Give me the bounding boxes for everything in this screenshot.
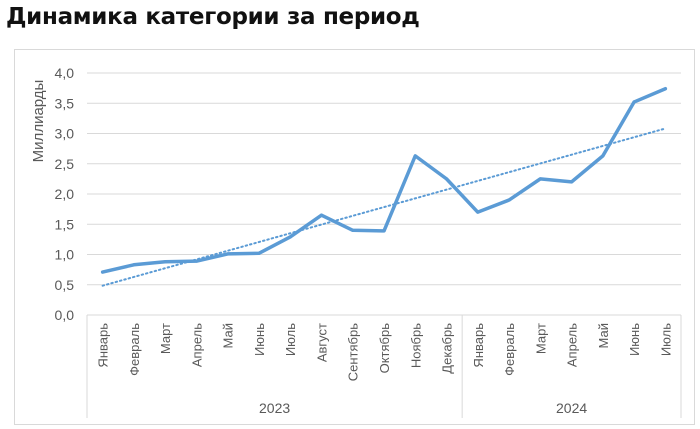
data-point xyxy=(632,100,636,104)
series-line xyxy=(100,86,668,274)
x-tick-label: Март xyxy=(158,323,173,354)
data-point xyxy=(507,198,511,202)
y-tick-label: 0,0 xyxy=(55,307,75,323)
data-point xyxy=(351,228,355,232)
data-point xyxy=(101,270,105,274)
y-tick-label: 4,0 xyxy=(55,65,75,81)
x-tick-label: Апрель xyxy=(565,323,580,367)
data-point xyxy=(663,87,667,91)
data-point xyxy=(288,235,292,239)
data-point xyxy=(226,252,230,256)
data-point xyxy=(257,251,261,255)
data-point xyxy=(382,229,386,233)
x-tick-label: Февраль xyxy=(127,323,142,376)
data-point xyxy=(538,177,542,181)
data-point xyxy=(445,177,449,181)
x-tick-label: Январь xyxy=(471,323,486,368)
y-tick-label: 1,0 xyxy=(55,247,75,263)
data-point xyxy=(132,263,136,267)
x-group-label: 2023 xyxy=(259,400,290,416)
x-tick-label: Май xyxy=(596,323,611,348)
x-tick-label: Март xyxy=(533,323,548,354)
x-tick-label: Май xyxy=(221,323,236,348)
y-tick-label: 2,0 xyxy=(55,186,75,202)
x-tick-label: Декабрь xyxy=(440,323,455,374)
x-tick-label: Февраль xyxy=(502,323,517,376)
y-tick-label: 1,5 xyxy=(55,216,75,232)
y-tick-label: 3,5 xyxy=(55,95,75,111)
y-tick-label: 3,0 xyxy=(55,126,75,142)
x-tick-label: Июнь xyxy=(627,323,642,356)
data-point xyxy=(413,154,417,158)
x-tick-label: Апрель xyxy=(189,323,204,367)
x-tick-label: Август xyxy=(314,323,329,362)
y-tick-label: 0,5 xyxy=(55,277,75,293)
x-tick-label: Октябрь xyxy=(377,323,392,374)
data-point xyxy=(194,259,198,263)
data-point xyxy=(570,180,574,184)
y-tick-label: 2,5 xyxy=(55,156,75,172)
x-group-label: 2024 xyxy=(556,400,587,416)
data-point xyxy=(476,210,480,214)
y-axis-label: Миллиарды xyxy=(30,80,47,163)
x-tick-label: Январь xyxy=(96,323,111,368)
x-tick-label: Июль xyxy=(283,323,298,356)
chart-frame xyxy=(14,49,695,425)
x-tick-label: Июль xyxy=(658,323,673,356)
trendline xyxy=(101,127,667,287)
data-point xyxy=(319,213,323,217)
x-tick-label: Сентябрь xyxy=(346,323,361,381)
data-point xyxy=(163,260,167,264)
data-point xyxy=(601,154,605,158)
chart-title: Динамика категории за период xyxy=(6,4,420,30)
x-tick-label: Ноябрь xyxy=(408,323,423,368)
x-tick-label: Июнь xyxy=(252,323,267,356)
